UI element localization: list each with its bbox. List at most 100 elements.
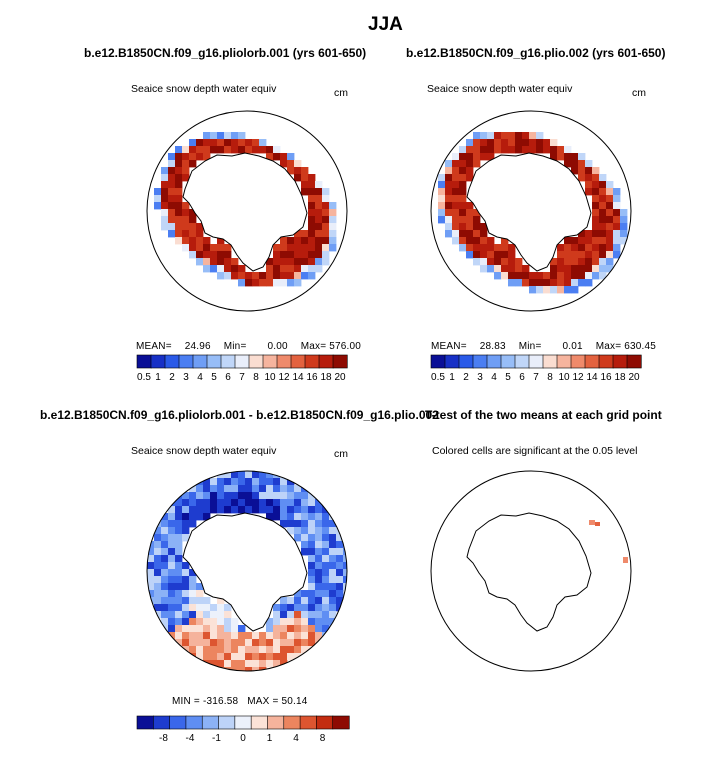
grid-cell xyxy=(245,506,253,514)
grid-cell xyxy=(273,478,281,486)
grid-cell xyxy=(273,646,281,654)
grid-cell xyxy=(175,625,183,633)
grid-cell xyxy=(196,251,204,259)
grid-cell xyxy=(336,562,344,570)
grid-cell xyxy=(224,471,232,479)
grid-cell xyxy=(217,597,225,605)
grid-cell xyxy=(273,265,281,273)
colorbar-tick-label: 12 xyxy=(572,372,584,383)
grid-cell xyxy=(508,139,516,147)
colorbar-tick-label: 4 xyxy=(197,372,203,383)
grid-cell xyxy=(606,244,614,252)
grid-cell xyxy=(210,265,218,273)
grid-cell xyxy=(210,625,218,633)
stats-top-right: MEAN= 28.83 Min= 0.01 Max= 630.45 xyxy=(431,341,656,352)
grid-cell xyxy=(168,583,176,591)
grid-cell xyxy=(308,618,316,626)
grid-cell xyxy=(287,265,295,273)
grid-cell xyxy=(315,230,323,238)
grid-cell xyxy=(245,667,253,671)
grid-cell xyxy=(259,639,267,647)
grid-cell xyxy=(315,534,323,542)
grid-cell xyxy=(280,478,288,486)
grid-cell xyxy=(287,653,295,661)
grid-cell xyxy=(231,478,239,486)
grid-cell xyxy=(550,153,558,161)
grid-cell xyxy=(287,639,295,647)
grid-cell xyxy=(189,146,197,154)
colorbar-box xyxy=(290,354,306,369)
grid-cell xyxy=(571,153,579,161)
grid-cell xyxy=(287,527,295,535)
colorbar-tick-label: 10 xyxy=(264,372,276,383)
grid-cell xyxy=(175,569,183,577)
grid-cell xyxy=(168,632,176,640)
grid-cell xyxy=(182,597,190,605)
max-value: 630.45 xyxy=(624,341,657,352)
grid-cell xyxy=(189,583,197,591)
grid-cell xyxy=(224,485,232,493)
grid-cell xyxy=(529,146,537,154)
grid-cell xyxy=(487,146,495,154)
grid-cell xyxy=(154,555,162,563)
grid-cell xyxy=(445,209,453,217)
mean-value: 24.96 xyxy=(184,341,211,352)
grid-cell xyxy=(245,639,253,647)
grid-cell xyxy=(336,534,344,542)
grid-cell xyxy=(592,209,600,217)
grid-cell xyxy=(217,625,225,633)
grid-cell xyxy=(217,660,225,668)
grid-cell xyxy=(168,174,176,182)
grid-cell xyxy=(578,167,586,175)
min-value: 0.00 xyxy=(267,341,288,352)
grid-cell xyxy=(315,541,323,549)
grid-cell xyxy=(522,139,530,147)
colorbar-top-right: 0.5 1 2 3 4 5 6 7 8 10 12 14 16 18 20 xyxy=(430,354,642,383)
grid-cell xyxy=(231,132,239,140)
grid-cell xyxy=(599,230,607,238)
colorbar-box xyxy=(528,354,544,369)
grid-cell xyxy=(224,244,232,252)
grid-cell xyxy=(175,499,183,507)
grid-cell xyxy=(529,272,537,280)
grid-cell xyxy=(224,625,232,633)
grid-cell xyxy=(322,611,330,619)
grid-cell xyxy=(466,223,474,231)
colorbar-box xyxy=(218,715,236,730)
grid-cell xyxy=(196,153,204,161)
grid-cell xyxy=(231,272,239,280)
grid-cell xyxy=(175,146,183,154)
grid-cell xyxy=(459,153,467,161)
grid-cell xyxy=(294,160,302,168)
grid-cell xyxy=(308,258,316,266)
grid-cell xyxy=(564,146,572,154)
grid-cell xyxy=(217,646,225,654)
grid-cell xyxy=(599,258,607,266)
colorbar-tick-label: 0.5 xyxy=(431,372,445,383)
colorbar-tick-label: 3 xyxy=(183,372,189,383)
grid-cell xyxy=(445,167,453,175)
grid-cell xyxy=(168,562,176,570)
grid-cell xyxy=(336,569,344,577)
grid-cell xyxy=(473,244,481,252)
grid-cell xyxy=(266,660,274,668)
grid-cell xyxy=(161,202,169,210)
colorbar-box xyxy=(556,354,572,369)
grid-cell xyxy=(329,223,337,231)
grid-cell xyxy=(287,160,295,168)
grid-cell xyxy=(280,279,288,287)
grid-cell xyxy=(224,660,232,668)
grid-cell xyxy=(606,202,614,210)
grid-cell xyxy=(322,188,330,196)
map-border xyxy=(430,470,632,672)
grid-cell xyxy=(210,244,218,252)
grid-cell xyxy=(480,251,488,259)
grid-cell xyxy=(224,604,232,612)
colorbar-tick-label: 18 xyxy=(320,372,332,383)
grid-cell xyxy=(175,562,183,570)
colorbar-box xyxy=(430,354,446,369)
grid-cell xyxy=(294,527,302,535)
grid-cell xyxy=(620,223,628,231)
max-label: Max= xyxy=(300,341,327,352)
grid-cell xyxy=(578,265,586,273)
